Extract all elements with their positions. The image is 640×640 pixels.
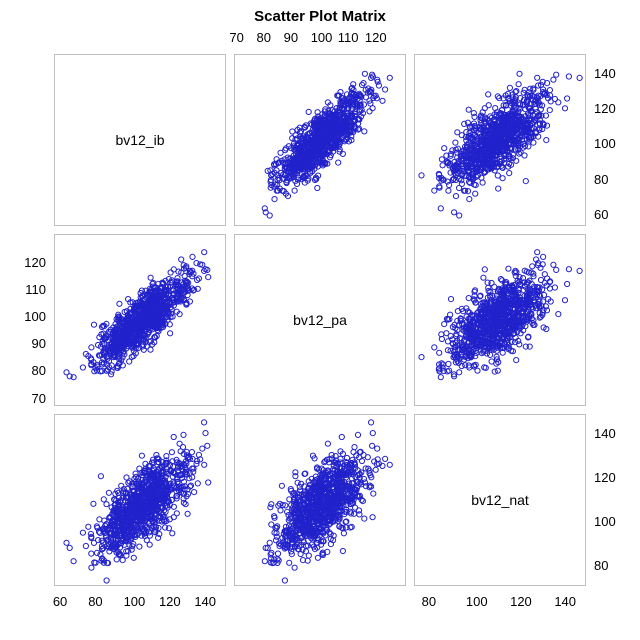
axis-tick: 120 — [594, 101, 616, 116]
axis-tick: 140 — [594, 66, 616, 81]
axis-tick: 140 — [594, 426, 616, 441]
axis-tick: 80 — [422, 594, 436, 609]
scatter-cell-bv12_nat-vs-bv12_pa — [234, 414, 406, 586]
variable-label: bv12_ib — [55, 132, 225, 148]
axis-tick: 80 — [594, 172, 608, 187]
axis-tick: 80 — [257, 30, 271, 45]
axis-tick: 120 — [594, 470, 616, 485]
axis-tick: 120 — [18, 255, 46, 270]
axis-tick: 80 — [88, 594, 102, 609]
scatter-svg — [415, 235, 587, 407]
axis-tick: 110 — [338, 30, 359, 45]
scatter-cell-bv12_ib-vs-bv12_nat — [414, 54, 586, 226]
scatter-svg — [55, 235, 227, 407]
axis-tick: 120 — [365, 30, 387, 45]
scatter-cell-bv12_pa-vs-bv12_nat — [414, 234, 586, 406]
variable-label: bv12_nat — [415, 492, 585, 508]
scatter-svg — [55, 415, 227, 587]
axis-tick: 80 — [18, 363, 46, 378]
scatter-cell-bv12_pa-vs-bv12_ib — [54, 234, 226, 406]
axis-tick: 100 — [311, 30, 333, 45]
axis-tick: 70 — [229, 30, 243, 45]
diag-cell-bv12_pa: bv12_pa — [234, 234, 406, 406]
axis-tick: 120 — [510, 594, 532, 609]
axis-tick: 90 — [18, 336, 46, 351]
axis-tick: 60 — [53, 594, 67, 609]
axis-tick: 120 — [159, 594, 181, 609]
scatter-cell-bv12_ib-vs-bv12_pa — [234, 54, 406, 226]
scatter-svg — [235, 55, 407, 227]
axis-tick: 100 — [466, 594, 488, 609]
axis-tick: 80 — [594, 558, 608, 573]
scatter-svg — [415, 55, 587, 227]
scatter-plot-matrix: { "title": "Scatter Plot Matrix", "title… — [0, 0, 640, 640]
axis-tick: 60 — [594, 207, 608, 222]
axis-tick: 140 — [554, 594, 576, 609]
scatter-cell-bv12_nat-vs-bv12_ib — [54, 414, 226, 586]
axis-tick: 140 — [194, 594, 216, 609]
plot-matrix-grid: bv12_ib bv12_pa bv12_nat — [50, 50, 590, 590]
axis-tick: 100 — [124, 594, 146, 609]
axis-tick: 110 — [18, 282, 46, 297]
diag-cell-bv12_ib: bv12_ib — [54, 54, 226, 226]
axis-tick: 100 — [594, 514, 616, 529]
plot-title: Scatter Plot Matrix — [0, 8, 640, 25]
axis-tick: 90 — [284, 30, 298, 45]
axis-tick: 100 — [18, 309, 46, 324]
diag-cell-bv12_nat: bv12_nat — [414, 414, 586, 586]
scatter-svg — [235, 415, 407, 587]
axis-tick: 70 — [18, 391, 46, 406]
axis-tick: 100 — [594, 136, 616, 151]
variable-label: bv12_pa — [235, 312, 405, 328]
